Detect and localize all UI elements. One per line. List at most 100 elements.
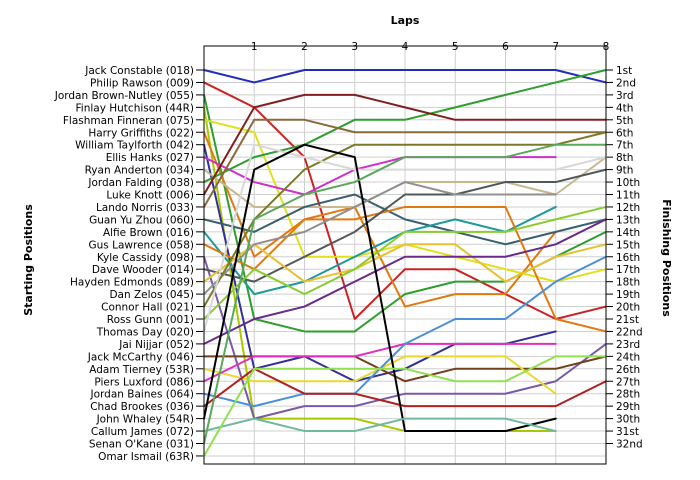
finishing-position-label: 8th bbox=[616, 152, 633, 164]
starting-position-label: Chad Brookes (036) bbox=[90, 401, 194, 413]
series-line bbox=[203, 93, 607, 196]
starting-position-label: Jack McCarthy (046) bbox=[87, 351, 194, 363]
starting-position-label: Finlay Hutchison (44R) bbox=[76, 102, 195, 114]
starting-position-label: Jack Constable (018) bbox=[84, 65, 194, 77]
starting-position-label: Adam Tierney (53R) bbox=[89, 364, 194, 376]
finishing-position-label: 19th bbox=[616, 289, 640, 301]
left-axis-title: Starting Positions bbox=[22, 204, 35, 316]
series-lines bbox=[203, 69, 607, 457]
starting-position-label: Philip Rawson (009) bbox=[90, 77, 194, 89]
starting-position-labels: Jack Constable (018)Philip Rawson (009)J… bbox=[54, 65, 204, 463]
finishing-position-label: 23rd bbox=[616, 339, 640, 351]
grid bbox=[204, 46, 606, 464]
finishing-position-label: 3rd bbox=[616, 90, 633, 102]
series-line bbox=[203, 118, 607, 208]
series-line bbox=[203, 81, 607, 320]
series-line bbox=[203, 243, 607, 283]
starting-position-label: Callum James (072) bbox=[91, 426, 194, 438]
series-line bbox=[203, 143, 557, 433]
starting-position-label: Ross Gunn (001) bbox=[107, 314, 194, 326]
finishing-position-label: 18th bbox=[616, 277, 640, 289]
finishing-position-label: 4th bbox=[616, 102, 633, 114]
starting-position-label: Senan O'Kane (031) bbox=[89, 439, 194, 451]
series-line bbox=[203, 156, 557, 196]
series-line bbox=[203, 69, 607, 184]
starting-position-label: Dave Wooder (014) bbox=[92, 264, 194, 276]
finishing-position-label: 5th bbox=[616, 115, 633, 127]
series-line bbox=[203, 69, 607, 84]
finishing-position-label: 30th bbox=[616, 414, 640, 426]
series-line bbox=[203, 131, 607, 308]
series-line bbox=[203, 218, 607, 345]
finishing-position-label: 14th bbox=[616, 227, 640, 239]
finishing-position-label: 20th bbox=[616, 302, 640, 314]
series-line bbox=[203, 205, 607, 333]
series-line bbox=[203, 205, 607, 320]
series-line bbox=[203, 168, 607, 283]
starting-position-label: Connor Hall (021) bbox=[101, 302, 194, 314]
series-line bbox=[203, 143, 607, 333]
plot-frame bbox=[203, 45, 607, 465]
finishing-position-label: 29th bbox=[616, 401, 640, 413]
finishing-position-label: 27th bbox=[616, 376, 640, 388]
starting-position-label: Alfie Brown (016) bbox=[103, 227, 194, 239]
starting-position-label: Hayden Edmonds (089) bbox=[70, 277, 194, 289]
series-line bbox=[203, 181, 557, 296]
series-line bbox=[203, 193, 607, 246]
starting-position-label: Ellis Hanks (027) bbox=[106, 152, 194, 164]
starting-position-label: Piers Luxford (086) bbox=[94, 376, 194, 388]
starting-position-label: Thomas Day (020) bbox=[96, 326, 194, 338]
finishing-position-label: 26th bbox=[616, 364, 640, 376]
finishing-position-label: 21st bbox=[616, 314, 639, 326]
x-tick-label: 7 bbox=[552, 41, 559, 53]
starting-position-label: Guan Yu Zhou (060) bbox=[89, 214, 194, 226]
finishing-position-label: 9th bbox=[616, 165, 633, 177]
finishing-position-label: 24th bbox=[616, 351, 640, 363]
starting-position-label: Jai Nijjar (052) bbox=[118, 339, 194, 351]
series-line bbox=[203, 143, 607, 445]
starting-position-label: Lando Norris (033) bbox=[96, 202, 194, 214]
x-tick-label: 6 bbox=[502, 41, 509, 53]
starting-position-label: Jordan Brown-Nutley (055) bbox=[54, 90, 194, 102]
starting-position-label: Dan Zelos (045) bbox=[109, 289, 194, 301]
right-axis-title: Finishing Positions bbox=[660, 199, 673, 317]
x-tick-label: 2 bbox=[301, 41, 308, 53]
finishing-position-label: 13th bbox=[616, 214, 640, 226]
series-line bbox=[203, 255, 607, 408]
finishing-position-label: 16th bbox=[616, 252, 640, 264]
starting-position-label: John Whaley (54R) bbox=[96, 414, 194, 426]
series-line bbox=[203, 205, 557, 296]
x-tick-label: 5 bbox=[452, 41, 459, 53]
finishing-position-label: 2nd bbox=[616, 77, 636, 89]
finishing-position-label: 11th bbox=[616, 190, 640, 202]
finishing-position-label: 28th bbox=[616, 389, 640, 401]
finishing-position-label: 22nd bbox=[616, 326, 643, 338]
finishing-position-label: 1st bbox=[616, 65, 632, 77]
starting-position-label: Jordan Baines (064) bbox=[90, 389, 194, 401]
starting-position-label: Luke Knott (006) bbox=[106, 190, 194, 202]
starting-position-label: Omar Ismail (63R) bbox=[98, 451, 194, 463]
starting-position-label: Harry Griffiths (022) bbox=[88, 127, 194, 139]
starting-position-label: William Taylforth (042) bbox=[75, 140, 194, 152]
series-line bbox=[203, 367, 607, 408]
x-tick-label: 1 bbox=[251, 41, 258, 53]
x-tick-label: 4 bbox=[402, 41, 409, 53]
finishing-position-label: 17th bbox=[616, 264, 640, 276]
starting-position-label: Ryan Anderton (034) bbox=[85, 165, 194, 177]
finishing-position-label: 10th bbox=[616, 177, 640, 189]
finishing-position-label: 6th bbox=[616, 127, 633, 139]
series-line bbox=[203, 417, 557, 433]
finishing-position-label: 32nd bbox=[616, 439, 643, 451]
finishing-position-label: 7th bbox=[616, 140, 633, 152]
starting-position-label: Jordan Falding (038) bbox=[87, 177, 194, 189]
x-axis-title: Laps bbox=[391, 14, 420, 27]
series-line bbox=[203, 342, 557, 383]
finishing-position-label: 15th bbox=[616, 239, 640, 251]
finishing-position-label: 31st bbox=[616, 426, 639, 438]
finishing-position-label: 12th bbox=[616, 202, 640, 214]
starting-position-label: Gus Lawrence (058) bbox=[89, 239, 194, 251]
x-tick-label: 3 bbox=[351, 41, 358, 53]
starting-position-label: Flashman Finneran (075) bbox=[63, 115, 194, 127]
